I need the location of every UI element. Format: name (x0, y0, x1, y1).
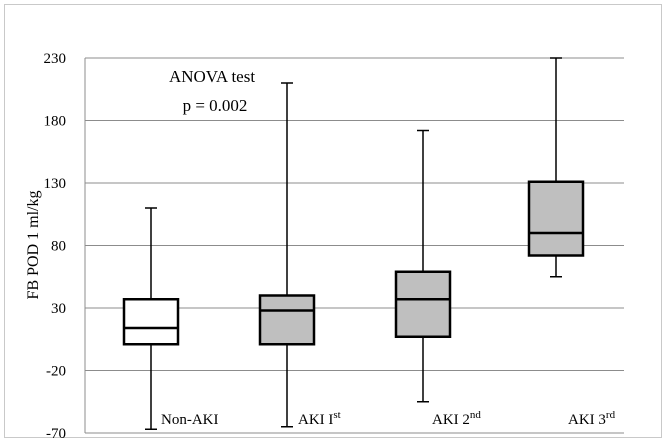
y-tick-label: 180 (44, 114, 67, 130)
box-2 (258, 82, 316, 428)
box-3 (394, 129, 452, 403)
boxes (122, 57, 585, 430)
category-label: AKI 2nd (432, 409, 481, 428)
y-tick-labels: -70 -20 30 80 130 180 230 (44, 51, 67, 442)
y-tick-label: 80 (51, 239, 66, 255)
iqr-box (527, 180, 585, 257)
gridlines (84, 57, 624, 434)
box-1 (122, 207, 180, 430)
category-label: Non-AKI (161, 412, 219, 428)
y-tick-label: 230 (44, 51, 67, 67)
category-label: AKI 3rd (568, 409, 616, 428)
category-label: AKI Ist (298, 409, 341, 428)
p-value-label: p = 0.002 (183, 96, 248, 115)
y-tick-label: -70 (46, 426, 66, 442)
iqr-box (122, 298, 180, 346)
iqr-box (394, 270, 452, 338)
category-labels: Non-AKI AKI Ist AKI 2nd AKI 3rd (161, 409, 616, 428)
y-tick-label: 130 (44, 176, 67, 192)
y-tick-label: -20 (46, 364, 66, 380)
y-axis-label: FB POD 1 ml/kg (25, 191, 42, 300)
anova-label: ANOVA test (169, 67, 255, 86)
box-4 (527, 57, 585, 278)
y-tick-label: 30 (51, 301, 66, 317)
iqr-box (258, 294, 316, 346)
